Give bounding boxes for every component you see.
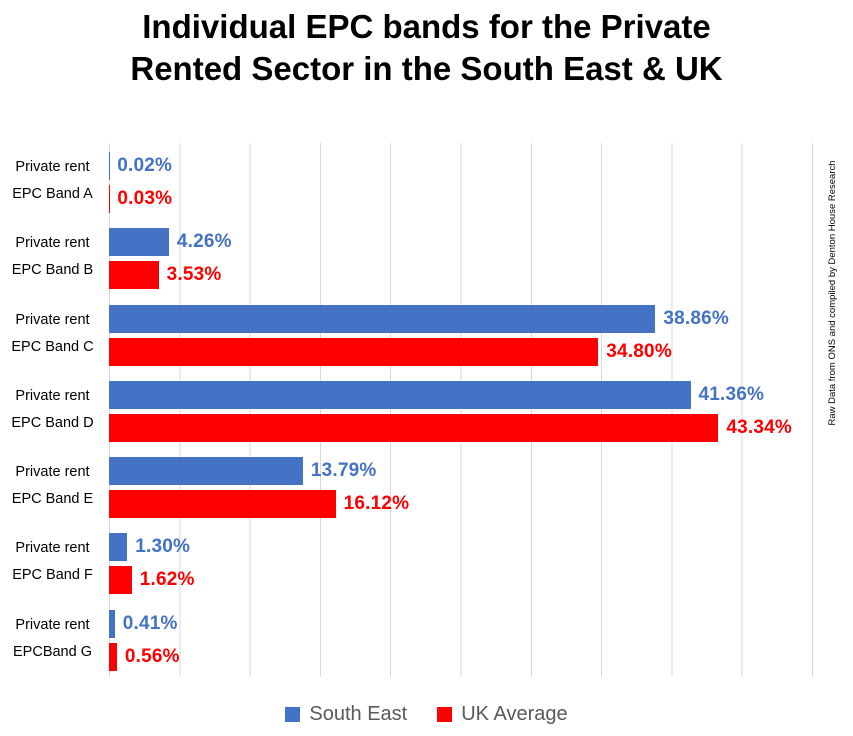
category-label-line1: Private rent bbox=[15, 540, 90, 557]
legend-label-uk-average: UK Average bbox=[461, 703, 568, 725]
bar-value-label: 34.80% bbox=[606, 340, 672, 362]
bar-uk-average bbox=[109, 642, 117, 671]
category-label: Private rent EPC Band D bbox=[0, 372, 105, 448]
bar-south-east bbox=[109, 533, 128, 562]
legend: South East UK Average bbox=[0, 703, 853, 726]
chart-title-text: Individual EPC bands for the Private Ren… bbox=[130, 8, 723, 87]
legend-item-uk-average: UK Average bbox=[437, 703, 568, 726]
bar-uk-average bbox=[109, 261, 159, 290]
bar-line-uk-average: 1.62% bbox=[109, 566, 812, 595]
bar-value-label: 0.03% bbox=[117, 188, 173, 209]
bar-line-south-east: 13.79% bbox=[109, 457, 812, 486]
chart-title: Individual EPC bands for the Private Ren… bbox=[0, 6, 853, 90]
bar-uk-average bbox=[109, 490, 336, 519]
legend-swatch-south-east bbox=[285, 707, 301, 722]
category-label-line2: EPC Band B bbox=[11, 262, 94, 279]
bar-line-uk-average: 3.53% bbox=[109, 261, 812, 290]
bar-line-uk-average: 43.34% bbox=[109, 413, 812, 442]
band-row: 38.86% 34.80% bbox=[109, 296, 812, 372]
band-row: 0.41% 0.56% bbox=[109, 601, 812, 677]
legend-label-south-east: South East bbox=[309, 703, 408, 725]
bar-line-south-east: 38.86% bbox=[109, 304, 812, 333]
band-row: 0.02% 0.03% bbox=[109, 143, 812, 219]
bar-value-label: 0.41% bbox=[122, 612, 178, 634]
category-label: Private rent EPC Band E bbox=[0, 448, 105, 524]
bar-south-east bbox=[109, 457, 303, 486]
band-row: 41.36% 43.34% bbox=[109, 372, 812, 448]
bar-south-east bbox=[109, 609, 115, 638]
bar-value-label: 1.30% bbox=[135, 536, 191, 558]
bar-uk-average bbox=[109, 566, 132, 595]
category-label: Private rent EPC Band A bbox=[0, 143, 105, 219]
band-row: 1.30% 1.62% bbox=[109, 524, 812, 600]
bar-line-south-east: 41.36% bbox=[109, 380, 812, 409]
bar-south-east bbox=[109, 380, 691, 409]
category-label-line1: Private rent bbox=[15, 235, 90, 252]
bar-value-label: 43.34% bbox=[726, 416, 792, 438]
bar-value-label: 0.56% bbox=[124, 645, 180, 667]
category-label-line2: EPC Band D bbox=[11, 414, 94, 431]
bar-value-label: 0.02% bbox=[117, 155, 173, 176]
band-row: 4.26% 3.53% bbox=[109, 219, 812, 295]
bar-line-uk-average: 0.03% bbox=[109, 185, 812, 213]
bar-line-uk-average: 16.12% bbox=[109, 490, 812, 519]
bar-line-uk-average: 0.56% bbox=[109, 642, 812, 671]
category-label: Private rent EPCBand G bbox=[0, 601, 105, 677]
bar-line-south-east: 0.41% bbox=[109, 609, 812, 638]
bar-value-label: 16.12% bbox=[343, 493, 410, 515]
bar-line-uk-average: 34.80% bbox=[109, 337, 812, 366]
category-label-line1: Private rent bbox=[15, 616, 90, 633]
category-label-line1: Private rent bbox=[15, 464, 90, 481]
attribution-note: Raw Data from ONS and compiled by Denton… bbox=[827, 160, 838, 426]
category-label: Private rent EPC Band C bbox=[0, 296, 105, 372]
category-label-line1: Private rent bbox=[15, 159, 90, 176]
category-label: Private rent EPC Band B bbox=[0, 219, 105, 295]
bar-value-label: 3.53% bbox=[166, 264, 222, 286]
bar-south-east bbox=[109, 304, 656, 333]
bar-value-label: 41.36% bbox=[698, 383, 765, 405]
bar-uk-average bbox=[109, 337, 599, 366]
legend-swatch-uk-average bbox=[437, 707, 453, 722]
category-label-line2: EPC Band E bbox=[11, 491, 94, 508]
bar-line-south-east: 1.30% bbox=[109, 533, 812, 562]
bar-value-label: 1.62% bbox=[139, 569, 195, 591]
bar-south-east bbox=[109, 228, 169, 257]
category-label-line2: EPC Band C bbox=[11, 338, 94, 355]
bar-value-label: 13.79% bbox=[310, 460, 377, 482]
category-label-line2: EPC Band F bbox=[12, 567, 93, 584]
bar-line-south-east: 0.02% bbox=[109, 152, 812, 180]
bar-line-south-east: 4.26% bbox=[109, 228, 812, 257]
band-row: 13.79% 16.12% bbox=[109, 448, 812, 524]
category-label-line1: Private rent bbox=[15, 387, 90, 404]
category-label-line1: Private rent bbox=[15, 311, 90, 328]
bar-uk-average bbox=[109, 413, 719, 442]
category-label: Private rent EPC Band F bbox=[0, 524, 105, 600]
category-label-line2: EPC Band A bbox=[12, 186, 93, 203]
legend-item-south-east: South East bbox=[285, 703, 407, 726]
category-labels: Private rent EPC Band A Private rent EPC Ba… bbox=[0, 143, 105, 677]
category-label-line2: EPCBand G bbox=[13, 643, 92, 660]
plot-area: 0.02% 0.03% 4.26% 3.53% 38.86% 34.80% 41.36% 43… bbox=[109, 143, 813, 677]
bar-value-label: 4.26% bbox=[176, 231, 232, 253]
bar-value-label: 38.86% bbox=[663, 307, 729, 329]
